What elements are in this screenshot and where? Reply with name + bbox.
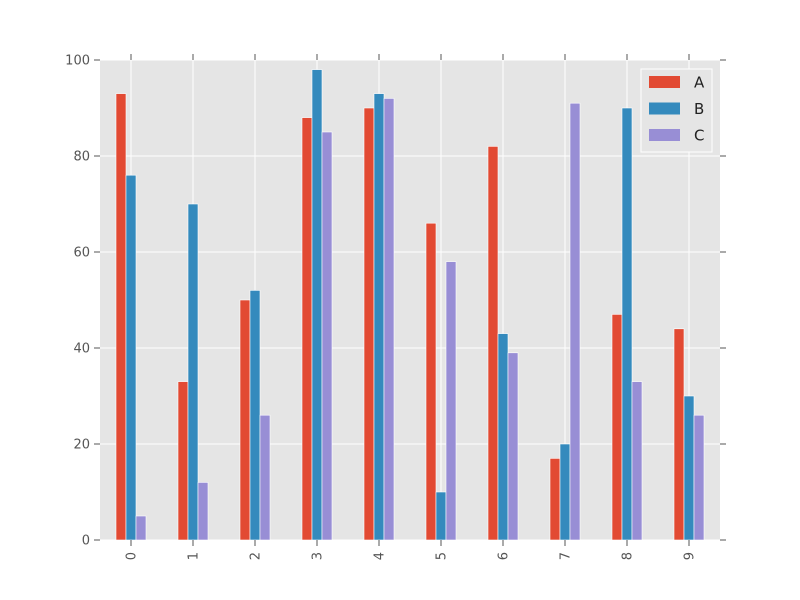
x-tick-label: 9 xyxy=(683,552,698,560)
x-tick-label: 0 xyxy=(125,552,140,560)
bar-C-0 xyxy=(135,515,147,541)
bar-B-2 xyxy=(249,290,261,541)
y-tick-label: 100 xyxy=(65,54,90,69)
legend: ABC xyxy=(640,68,713,153)
bar-B-0 xyxy=(125,174,137,541)
legend-label-B: B xyxy=(694,100,704,118)
y-tick-label: 60 xyxy=(73,246,90,261)
x-tick-label: 7 xyxy=(559,552,574,560)
bar-A-6 xyxy=(487,146,499,541)
legend-label-C: C xyxy=(694,127,704,145)
bars xyxy=(115,69,705,541)
bar-C-4 xyxy=(383,98,395,541)
x-tick-label: 2 xyxy=(249,552,264,560)
bar-C-1 xyxy=(197,482,209,541)
legend-swatch-C xyxy=(649,129,680,141)
axes: 0 20 40 60 80 100 0 1 2 3 4 5 6 7 8 9 xyxy=(65,54,726,560)
x-tick-label: 3 xyxy=(311,552,326,560)
bar-B-3 xyxy=(311,69,323,541)
bar-B-1 xyxy=(187,203,199,541)
x-tick-label: 1 xyxy=(187,552,202,560)
bar-C-9 xyxy=(693,414,705,541)
bar-B-8 xyxy=(621,107,633,541)
x-tick-label: 5 xyxy=(435,552,450,560)
bar-C-2 xyxy=(259,414,271,541)
bar-A-8 xyxy=(611,314,623,541)
y-tick-label: 20 xyxy=(73,438,90,453)
legend-swatch-B xyxy=(649,102,680,115)
bar-B-6 xyxy=(497,333,509,541)
bar-C-8 xyxy=(631,381,643,541)
bar-B-4 xyxy=(373,93,385,541)
bar-C-5 xyxy=(445,261,457,541)
bar-C-3 xyxy=(321,131,333,541)
x-tick-label: 4 xyxy=(373,552,388,560)
bar-A-9 xyxy=(673,328,685,541)
bar-B-9 xyxy=(683,395,695,541)
bar-C-6 xyxy=(507,352,519,541)
y-tick-label: 0 xyxy=(82,534,90,549)
y-tick-label: 40 xyxy=(73,342,90,357)
bar-B-5 xyxy=(435,491,447,541)
bar-A-5 xyxy=(425,222,437,541)
legend-label-A: A xyxy=(694,74,705,92)
bar-A-7 xyxy=(549,458,561,541)
x-tick-label: 8 xyxy=(621,552,636,560)
x-tick-label: 6 xyxy=(497,552,512,560)
bar-A-1 xyxy=(177,381,189,541)
bar-A-4 xyxy=(363,107,375,541)
y-tick-label: 80 xyxy=(73,150,90,165)
bar-A-3 xyxy=(301,117,313,541)
bar-A-2 xyxy=(239,299,251,541)
bar-A-0 xyxy=(115,93,127,541)
bar-C-7 xyxy=(569,102,581,541)
bar-B-7 xyxy=(559,443,571,541)
legend-swatch-A xyxy=(649,76,680,88)
